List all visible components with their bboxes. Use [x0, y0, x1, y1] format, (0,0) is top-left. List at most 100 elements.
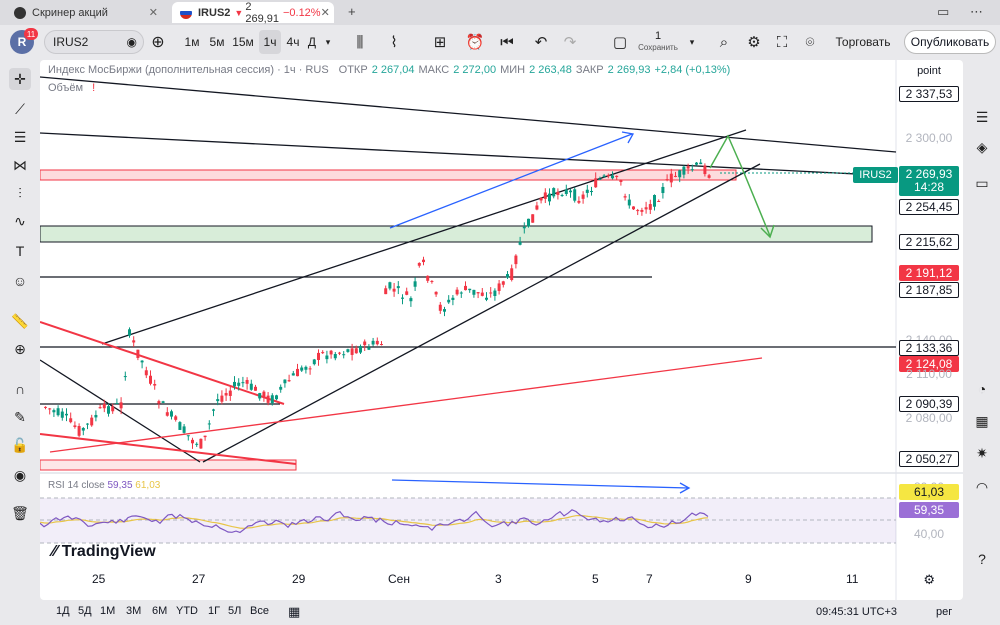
- fullscreen-icon[interactable]: ⛶: [776, 33, 788, 51]
- calendar-icon[interactable]: ▦: [975, 412, 989, 429]
- zoom-icon[interactable]: ⊕: [14, 340, 26, 357]
- interval-d[interactable]: Д: [304, 30, 320, 54]
- warning-icon[interactable]: !: [92, 82, 96, 94]
- red-support-line[interactable]: [49, 357, 763, 453]
- undo-icon[interactable]: ↶: [534, 34, 548, 51]
- search-icon[interactable]: ⌕: [719, 33, 729, 51]
- trendline-upper[interactable]: [40, 76, 897, 153]
- channel-upper[interactable]: [101, 129, 747, 345]
- support-zone[interactable]: [40, 225, 873, 243]
- fib-icon[interactable]: ⫶: [18, 184, 22, 201]
- crosshair-icon[interactable]: ✛: [9, 68, 31, 90]
- save-button[interactable]: 1 Сохранить: [636, 30, 680, 54]
- trade-button[interactable]: Торговать: [830, 30, 896, 54]
- signal-icon[interactable]: ◠: [975, 478, 989, 495]
- session-mode[interactable]: рег: [936, 606, 953, 618]
- replay-icon[interactable]: ⏮: [500, 33, 514, 51]
- tab-irus2[interactable]: IRUS2 ▼ 2 269,91 −0.12% ✕: [172, 1, 334, 25]
- candles-group[interactable]: [44, 159, 711, 449]
- candle-body: [81, 427, 85, 431]
- window-icon[interactable]: ▭: [937, 4, 950, 19]
- rsi-axis-label: 40,00: [913, 527, 945, 541]
- symbol-search-input[interactable]: IRUS2 ◉: [44, 30, 144, 54]
- chevron-down-icon[interactable]: ▾: [689, 36, 695, 47]
- price-plot[interactable]: [40, 60, 963, 600]
- magnet-icon[interactable]: ∩: [14, 381, 26, 397]
- chart-panel[interactable]: Индекс МосБиржи (дополнительная сессия) …: [40, 60, 963, 600]
- gauge-icon[interactable]: ◔: [977, 381, 987, 397]
- help-icon[interactable]: ?: [978, 551, 986, 567]
- candle-body: [657, 201, 661, 203]
- close-icon[interactable]: ✕: [148, 7, 158, 19]
- range-button[interactable]: 5Л: [228, 605, 242, 617]
- chevron-down-icon[interactable]: ▾: [325, 36, 331, 47]
- candle-body: [149, 375, 152, 384]
- interval-1m[interactable]: 1м: [180, 30, 204, 54]
- trendline-down[interactable]: [40, 359, 201, 463]
- chat-icon[interactable]: ▭: [975, 174, 989, 191]
- compare-add-icon[interactable]: ⊕: [151, 34, 165, 51]
- rsi-divergence-arrow[interactable]: [391, 479, 689, 489]
- candle-body: [174, 416, 178, 420]
- publish-button[interactable]: Опубликовать: [904, 30, 996, 54]
- pattern-icon[interactable]: ⋈: [13, 156, 27, 173]
- ruler-icon[interactable]: 📏: [11, 312, 29, 329]
- range-button[interactable]: YTD: [176, 605, 198, 617]
- range-button[interactable]: Все: [250, 605, 269, 617]
- candle-body: [317, 352, 320, 360]
- interval-5m[interactable]: 5м: [206, 30, 228, 54]
- low-zone[interactable]: [40, 459, 297, 471]
- candle-body: [661, 186, 665, 194]
- calendar-range-icon[interactable]: ▦: [288, 604, 301, 619]
- indicators-icon[interactable]: ⌇: [390, 34, 398, 51]
- menu-icon[interactable]: ⋯: [970, 4, 983, 19]
- candle-body: [501, 281, 505, 285]
- range-button[interactable]: 1М: [100, 605, 116, 617]
- interval-1h[interactable]: 1ч: [259, 30, 281, 54]
- lock-icon[interactable]: 🔓: [11, 436, 29, 453]
- text-icon[interactable]: T: [15, 243, 25, 259]
- emoji-icon[interactable]: ☺: [12, 273, 28, 289]
- settings-gear-icon[interactable]: ⚙: [747, 34, 761, 51]
- redo-icon[interactable]: ↷: [563, 34, 577, 51]
- russia-flag-icon: [180, 6, 192, 19]
- range-button[interactable]: 6М: [152, 605, 168, 617]
- clock[interactable]: 09:45:31 UTC+3: [816, 606, 898, 618]
- lock-pencil-icon[interactable]: ✎: [14, 408, 26, 425]
- new-tab-button[interactable]: +: [348, 4, 356, 19]
- alert-icon[interactable]: ⏰: [465, 34, 485, 51]
- eye-icon[interactable]: ◉: [126, 35, 137, 49]
- layers-icon[interactable]: ◈: [976, 138, 988, 155]
- interval-4h[interactable]: 4ч: [282, 30, 304, 54]
- green-projection-path[interactable]: [709, 134, 771, 237]
- red-wedge-bottom[interactable]: [40, 433, 297, 465]
- tab-screener[interactable]: Скринер акций ✕: [6, 2, 166, 23]
- eye-icon[interactable]: ◉: [13, 466, 27, 483]
- range-button[interactable]: 1Г: [208, 605, 221, 617]
- watermark-text: TradingView: [61, 543, 156, 560]
- layout-grid-icon[interactable]: ⊞: [433, 34, 447, 51]
- axis-settings-icon[interactable]: ⚙: [923, 572, 935, 587]
- camera-icon[interactable]: ⌾: [805, 33, 815, 51]
- bulb-icon[interactable]: ✷: [976, 444, 988, 461]
- range-button[interactable]: 5Д: [78, 605, 92, 617]
- layout-square-icon[interactable]: ▢: [612, 34, 628, 51]
- candle-body: [207, 423, 211, 425]
- red-wedge-top[interactable]: [40, 321, 285, 405]
- resistance-zone[interactable]: [40, 169, 737, 181]
- trendline-mid[interactable]: [40, 132, 897, 177]
- candles-icon[interactable]: ⫼: [356, 33, 364, 51]
- interval-15m[interactable]: 15м: [230, 30, 256, 54]
- series-title[interactable]: Индекс МосБиржи (дополнительная сессия) …: [48, 64, 329, 76]
- range-button[interactable]: 1Д: [56, 605, 70, 617]
- watchlist-icon[interactable]: ☰: [975, 108, 989, 125]
- blue-arrow[interactable]: [389, 133, 633, 229]
- channel-lower[interactable]: [202, 163, 761, 463]
- scale-mode-label[interactable]: point: [917, 65, 941, 77]
- range-button[interactable]: 3М: [126, 605, 142, 617]
- trendline-icon[interactable]: ⟋: [15, 100, 25, 117]
- trash-icon[interactable]: 🗑: [11, 504, 29, 521]
- horizontal-lines-icon[interactable]: ☰: [13, 128, 27, 145]
- close-icon[interactable]: ✕: [320, 7, 330, 19]
- brush-icon[interactable]: ∿: [14, 212, 26, 229]
